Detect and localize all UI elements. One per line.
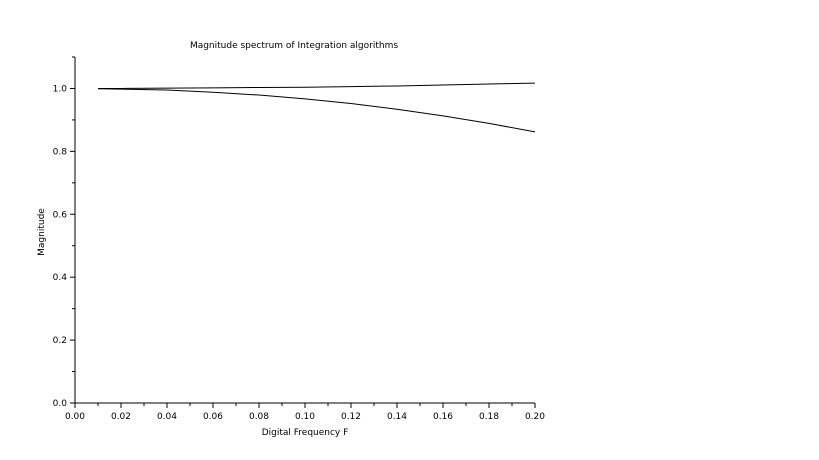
x-axis-label: Digital Frequency F	[262, 428, 349, 438]
y-tick-label: 0.4	[53, 273, 68, 283]
x-tick-label: 0.06	[203, 412, 223, 422]
x-tick-label: 0.04	[157, 412, 177, 422]
chart-title: Magnitude spectrum of Integration algori…	[190, 41, 398, 51]
series-group	[97, 82, 536, 133]
y-tick-label: 1.0	[53, 84, 68, 94]
series-line-2	[97, 88, 536, 133]
axes	[74, 57, 535, 404]
x-tick-label: 0.14	[387, 412, 407, 422]
y-tick-label: 0.2	[53, 336, 67, 346]
y-axis-label: Magnitude	[37, 208, 47, 256]
series-line-1	[98, 82, 536, 89]
x-ticks: 0.00 0.02 0.04 0.06 0.08 0.10 0.12 0.14 0.16 0.18…	[65, 403, 545, 422]
x-tick-label: 0.00	[65, 412, 85, 422]
x-tick-label: 0.16	[433, 412, 453, 422]
y-tick-label: 0.0	[53, 399, 68, 409]
x-tick-label: 0.02	[111, 412, 131, 422]
x-tick-label: 0.20	[525, 412, 545, 422]
y-ticks: 0.0 0.2 0.4 0.6 0.8 1.0	[53, 56, 75, 409]
y-tick-label: 0.6	[53, 210, 68, 220]
x-tick-label: 0.12	[341, 412, 361, 422]
x-tick-label: 0.08	[249, 412, 269, 422]
x-tick-label: 0.18	[479, 412, 499, 422]
x-tick-label: 0.10	[295, 412, 315, 422]
y-tick-label: 0.8	[53, 147, 68, 157]
